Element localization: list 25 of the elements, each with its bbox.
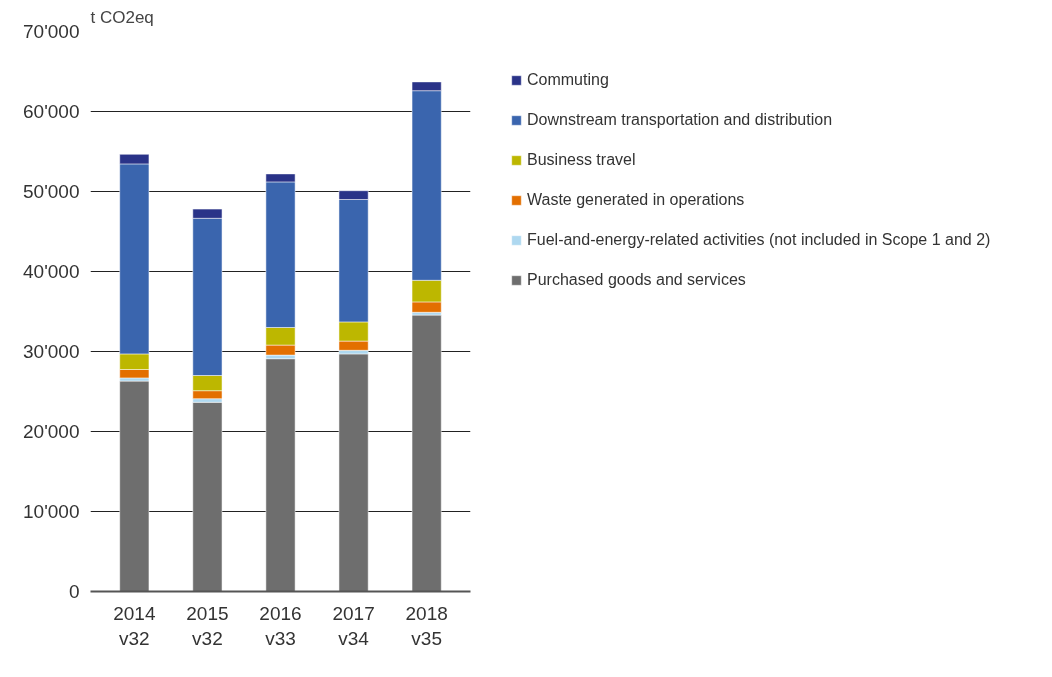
- y-tick-label: 70'000: [23, 21, 80, 42]
- bar: [265, 358, 296, 592]
- y-axis-title: t CO2eq: [90, 7, 154, 27]
- x-tick-label: 2015 v32: [186, 602, 229, 649]
- legend-label: Commuting: [527, 71, 609, 89]
- y-tick-label: 0: [68, 581, 80, 602]
- y-tick-label: 40'000: [23, 261, 80, 282]
- legend-label: Downstream transportation and distribution: [527, 111, 833, 129]
- bar: [192, 401, 223, 592]
- legend-label: Waste generated in operations: [527, 191, 745, 209]
- bar: [119, 380, 150, 592]
- x-tick-label: 2016 v33: [259, 602, 302, 649]
- y-tick-label: 50'000: [23, 181, 80, 202]
- legend-label: Business travel: [527, 151, 636, 169]
- bar: [338, 353, 369, 592]
- y-tick-label: 30'000: [23, 341, 80, 362]
- legend-label: Purchased goods and services: [527, 271, 746, 289]
- y-tick-label: 60'000: [23, 101, 80, 122]
- bar: [411, 314, 442, 592]
- y-tick-label: 20'000: [23, 421, 80, 442]
- y-tick-label: 10'000: [23, 501, 80, 522]
- legend-label: Fuel-and-energy-related activities (not included in Scope 1 and 2): [527, 231, 991, 249]
- x-tick-label: 2014 v32: [113, 602, 156, 649]
- x-tick-label: 2017 v34: [332, 602, 375, 649]
- x-tick-label: 2018 v35: [405, 602, 448, 649]
